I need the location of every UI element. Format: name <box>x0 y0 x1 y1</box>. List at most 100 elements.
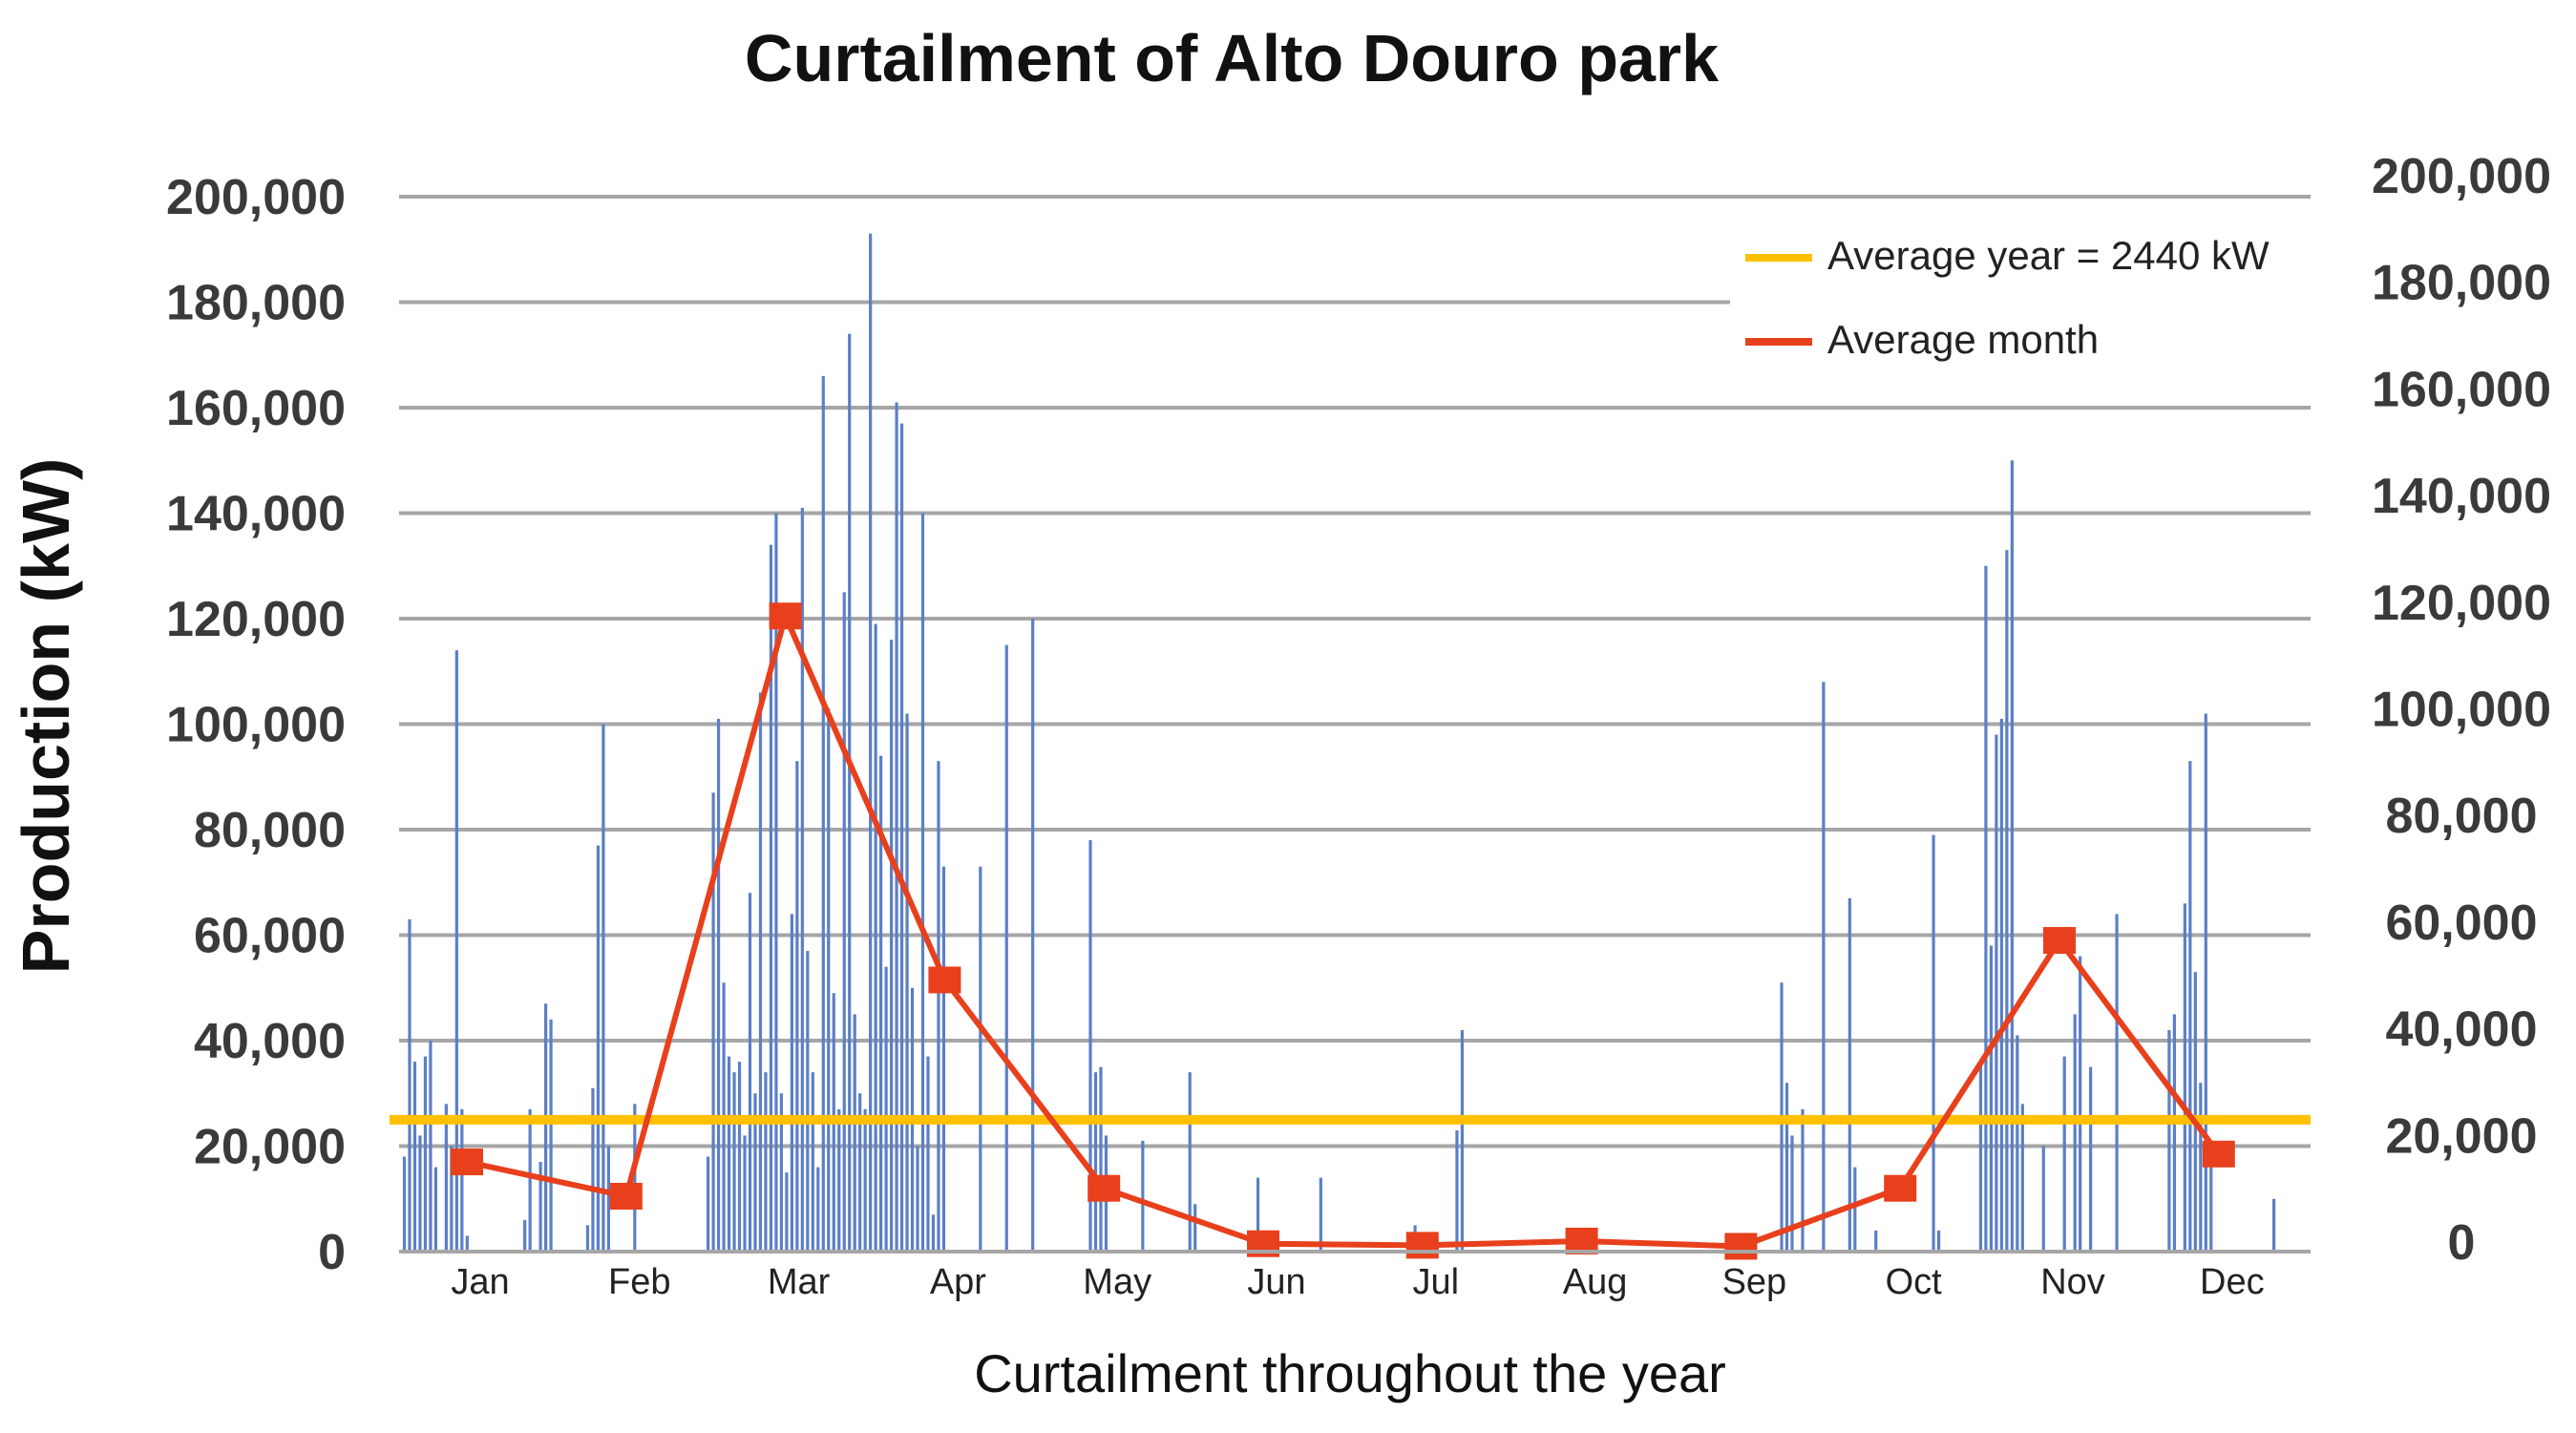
daily-bar <box>549 1019 553 1252</box>
daily-bar <box>811 1072 814 1252</box>
y-tick-label-left: 120,000 <box>166 592 346 647</box>
daily-bar <box>1853 1167 1857 1252</box>
daily-bar <box>748 893 752 1252</box>
average-month-marker <box>1405 1232 1439 1259</box>
y-tick-label-right: 20,000 <box>2385 1108 2537 1164</box>
y-tick-label-right: 160,000 <box>2372 362 2551 417</box>
daily-bar <box>2193 972 2197 1252</box>
daily-bar <box>800 507 804 1252</box>
daily-bar <box>711 792 715 1252</box>
daily-bar <box>769 544 773 1252</box>
daily-bar <box>1088 840 1092 1252</box>
average-month-marker <box>2043 927 2076 955</box>
daily-bar <box>460 1108 464 1252</box>
daily-bar <box>408 918 412 1252</box>
x-tick-label: Mar <box>768 1262 831 1302</box>
daily-bar <box>1141 1140 1145 1252</box>
y-tick-label-right: 40,000 <box>2385 1002 2537 1058</box>
average-month-marker <box>769 602 802 630</box>
daily-bar <box>585 1225 590 1252</box>
y-tick-label-right: 200,000 <box>2372 149 2551 204</box>
daily-bar <box>848 333 852 1252</box>
daily-bar <box>2272 1198 2276 1252</box>
daily-bar <box>1031 619 1035 1252</box>
daily-bar <box>937 761 940 1252</box>
average-month-marker <box>609 1182 643 1210</box>
chart-title: Curtailment of Alto Douro park <box>745 21 1719 95</box>
daily-bar <box>444 1104 448 1252</box>
x-tick-label: Sep <box>1722 1262 1787 1302</box>
daily-bar <box>821 375 825 1253</box>
daily-bar <box>2199 1083 2203 1252</box>
daily-bar <box>737 1062 742 1252</box>
y-tick-label-right: 0 <box>2448 1215 2476 1271</box>
daily-bar <box>1188 1072 1192 1252</box>
daily-bar <box>2062 1056 2066 1252</box>
y-axis-label: Production (kW) <box>9 458 83 974</box>
daily-bar <box>1932 834 1935 1252</box>
daily-bar <box>2115 914 2119 1252</box>
y-tick-label-left: 60,000 <box>194 909 346 964</box>
x-tick-label: Nov <box>2040 1262 2105 1302</box>
average-month-layer <box>451 602 2235 1260</box>
y-tick-label-right: 100,000 <box>2372 683 2551 738</box>
daily-bar <box>920 513 925 1252</box>
daily-bar <box>884 966 888 1252</box>
daily-bar <box>1995 734 1998 1252</box>
legend-label-average-year: Average year = 2440 kW <box>1827 233 2270 278</box>
x-tick-label: Jun <box>1247 1262 1305 1302</box>
daily-bar <box>827 707 831 1252</box>
daily-bar <box>538 1162 542 1252</box>
daily-bar <box>899 423 904 1252</box>
daily-bar <box>1256 1177 1260 1252</box>
daily-bar <box>979 866 982 1252</box>
daily-bar <box>429 1041 433 1252</box>
daily-bar <box>523 1219 527 1252</box>
daily-bar <box>591 1087 595 1252</box>
x-tick-label: Jul <box>1413 1262 1460 1302</box>
daily-bar <box>465 1235 469 1252</box>
daily-bar <box>806 951 810 1252</box>
daily-bar <box>2073 1014 2077 1252</box>
daily-bar <box>2209 1156 2213 1252</box>
y-tick-label-left: 40,000 <box>194 1014 346 1069</box>
y-tick-label-left: 20,000 <box>194 1120 346 1175</box>
daily-bar <box>774 513 778 1252</box>
daily-bar <box>633 1104 637 1252</box>
x-tick-label: Aug <box>1563 1262 1628 1302</box>
legend: Average year = 2440 kW Average month <box>1730 205 2312 377</box>
daily-bar <box>2204 713 2207 1252</box>
average-month-marker <box>451 1149 483 1176</box>
daily-bar <box>1093 1072 1098 1252</box>
y-tick-label-right: 140,000 <box>2372 469 2551 524</box>
daily-bar <box>816 1167 820 1252</box>
daily-bar <box>837 1108 841 1252</box>
legend-background <box>1730 205 2312 377</box>
daily-bar <box>905 713 909 1252</box>
daily-bar <box>863 1108 867 1252</box>
y-tick-label-right: 120,000 <box>2372 576 2551 631</box>
daily-bar <box>1004 644 1008 1252</box>
daily-bar <box>2089 1066 2093 1252</box>
daily-bar <box>2010 460 2014 1252</box>
average-month-marker <box>1087 1174 1121 1202</box>
daily-bar <box>1455 1129 1459 1252</box>
daily-bar <box>1822 682 1826 1252</box>
daily-bar <box>596 845 601 1252</box>
daily-bar <box>528 1108 532 1252</box>
daily-bar <box>853 1014 856 1252</box>
daily-bar <box>707 1156 710 1252</box>
daily-bar <box>1099 1066 1103 1252</box>
x-tick-label: Apr <box>930 1262 986 1302</box>
y-tick-label-left: 100,000 <box>166 698 346 753</box>
daily-bar <box>543 1003 548 1252</box>
x-tick-label: May <box>1083 1262 1151 1302</box>
daily-bar <box>926 1056 930 1252</box>
average-month-line <box>466 613 2222 1250</box>
average-month-marker <box>1884 1174 1917 1202</box>
daily-bar <box>1193 1204 1197 1252</box>
daily-bar <box>758 692 763 1252</box>
y-tick-label-left: 200,000 <box>166 170 346 225</box>
daily-bar <box>2005 550 2009 1252</box>
